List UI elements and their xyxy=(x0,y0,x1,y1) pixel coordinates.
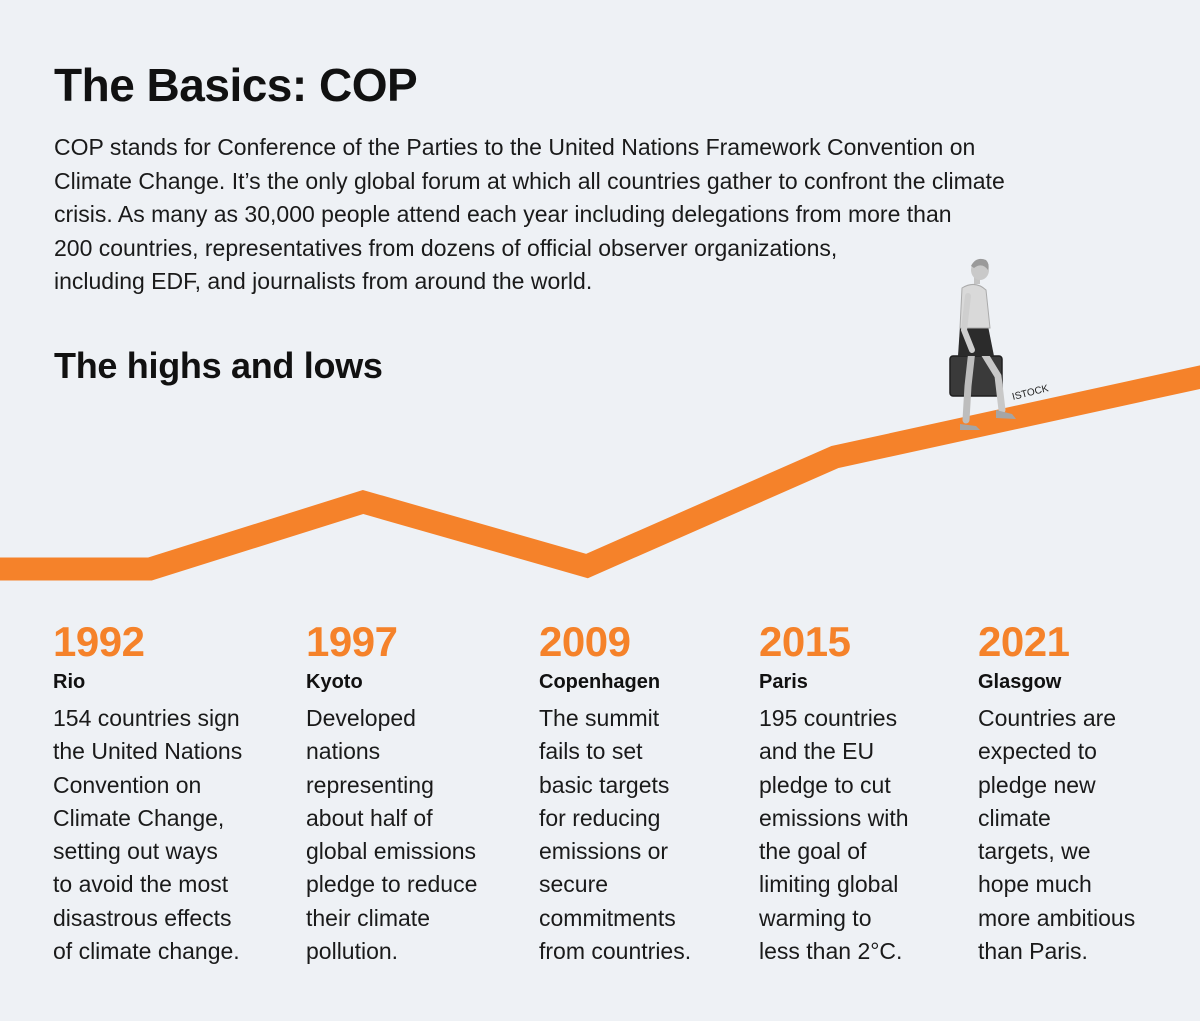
description-line: Developed xyxy=(306,705,416,731)
event-place: Paris xyxy=(759,671,808,693)
section-subtitle: The highs and lows xyxy=(54,345,383,386)
description-line: nations xyxy=(306,738,381,765)
description-line: limiting global xyxy=(759,871,899,898)
event-year: 2009 xyxy=(539,618,631,665)
intro-paragraph: COP stands for Conference of the Parties… xyxy=(54,131,1134,299)
description-line: climate xyxy=(978,804,1051,831)
description-line: The summit xyxy=(539,705,660,731)
description-line: to avoid the most xyxy=(53,871,229,898)
event-year: 2021 xyxy=(978,618,1070,665)
description-line: Convention on xyxy=(53,771,202,798)
description-line: representing xyxy=(306,771,434,798)
timeline-entry-1997: 1997 Kyoto Developed nations representin… xyxy=(306,618,477,968)
description-line: targets, we xyxy=(978,838,1091,865)
timeline-entry-2015: 2015 Paris 195 countries and the EU pled… xyxy=(759,618,909,968)
event-place: Rio xyxy=(53,671,86,693)
event-description: 195 countries and the EU pledge to cut e… xyxy=(759,702,909,968)
description-line: from countries. xyxy=(539,938,692,965)
description-line: fails to set xyxy=(539,738,643,765)
trend-line xyxy=(0,365,1200,581)
description-line: about half of xyxy=(306,804,433,831)
intro-line: Climate Change. It’s the only global for… xyxy=(54,167,1005,194)
description-line: secure xyxy=(539,871,609,898)
description-line: disastrous effects xyxy=(53,904,232,931)
description-line: pledge new xyxy=(978,771,1096,798)
event-description: Developed nations representing about hal… xyxy=(306,702,477,968)
description-line: hope much xyxy=(978,871,1092,898)
event-description: 154 countries sign the United Nations Co… xyxy=(53,702,242,968)
intro-line: COP stands for Conference of the Parties… xyxy=(54,134,976,160)
timeline-entry-1992: 1992 Rio 154 countries sign the United N… xyxy=(53,618,242,968)
event-year: 2015 xyxy=(759,618,851,665)
description-line: commitments xyxy=(539,904,676,931)
intro-line: including EDF, and journalists from arou… xyxy=(54,268,593,294)
description-line: warming to xyxy=(759,904,872,931)
event-description: The summit fails to set basic targets fo… xyxy=(539,702,691,968)
description-line: emissions with xyxy=(759,804,909,831)
page-title: The Basics: COP xyxy=(54,59,418,111)
description-line: of climate change. xyxy=(53,938,240,965)
description-line: less than 2°C. xyxy=(759,938,903,965)
description-line: emissions or xyxy=(539,838,669,865)
description-line: and the EU xyxy=(759,738,875,765)
description-line: pledge to reduce xyxy=(306,871,478,898)
description-line: basic targets xyxy=(539,771,670,798)
event-description: Countries are expected to pledge new cli… xyxy=(978,702,1135,968)
description-line: than Paris. xyxy=(978,938,1088,965)
description-line: setting out ways xyxy=(53,838,218,865)
timeline-entry-2021: 2021 Glasgow Countries are expected to p… xyxy=(978,618,1135,968)
intro-line: 200 countries, representatives from doze… xyxy=(54,234,838,261)
description-line: expected to xyxy=(978,738,1097,765)
timeline-entry-2009: 2009 Copenhagen The summit fails to set … xyxy=(539,618,691,968)
description-line: 154 countries sign xyxy=(53,705,240,731)
businesswoman-illustration xyxy=(949,258,1016,430)
event-year: 1997 xyxy=(306,618,398,665)
intro-line: crisis. As many as 30,000 people attend … xyxy=(54,201,952,227)
description-line: the goal of xyxy=(759,838,867,865)
description-line: for reducing xyxy=(539,804,661,831)
description-line: Countries are xyxy=(978,705,1117,731)
event-place: Copenhagen xyxy=(539,671,661,693)
description-line: their climate xyxy=(306,904,430,931)
description-line: 195 countries xyxy=(759,705,898,731)
event-place: Glasgow xyxy=(978,671,1062,693)
event-place: Kyoto xyxy=(306,671,363,693)
description-line: the United Nations xyxy=(53,738,243,765)
event-year: 1992 xyxy=(53,618,145,665)
description-line: pledge to cut xyxy=(759,771,891,798)
description-line: Climate Change, xyxy=(53,804,225,831)
description-line: pollution. xyxy=(306,938,399,965)
description-line: global emissions xyxy=(306,838,477,865)
description-line: more ambitious xyxy=(978,904,1136,931)
